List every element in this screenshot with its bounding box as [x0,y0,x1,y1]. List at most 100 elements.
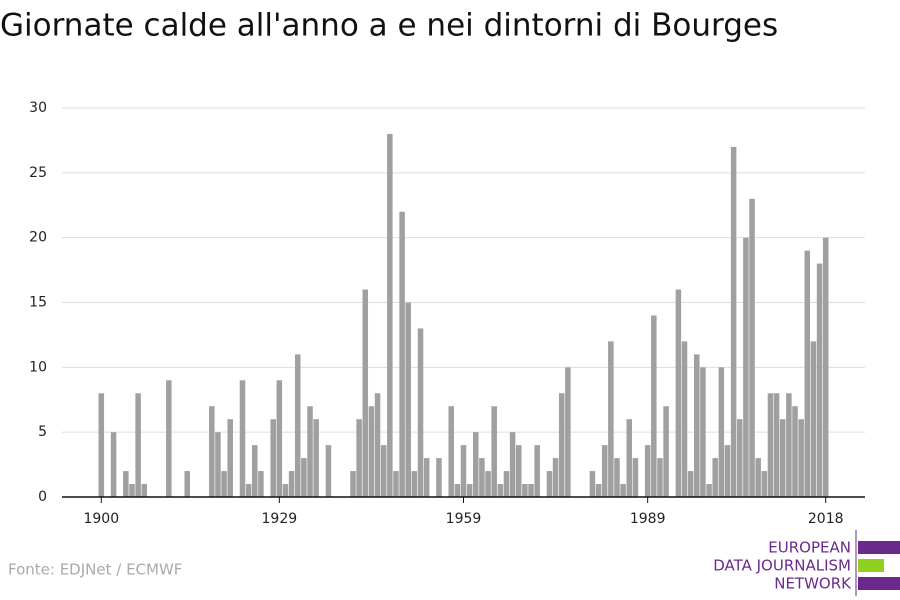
bar [724,445,731,497]
source: Fonte: EDJNet / ECMWF [8,561,182,579]
bar [786,393,792,497]
bar [552,458,559,497]
bar [798,419,804,497]
bar [479,458,485,497]
logo-text: EUROPEAN [768,539,851,557]
bar [123,471,129,497]
bar [816,263,823,497]
bar [454,484,461,497]
bar [497,484,504,497]
bar [718,367,725,497]
y-tick-label: 0 [38,489,47,505]
bar [706,484,712,497]
bar [423,458,430,497]
bar [399,211,405,497]
bar [393,471,399,497]
bar [460,445,467,497]
bar [436,458,442,497]
bar [810,341,817,497]
bar [141,484,148,497]
bar [239,380,246,497]
bar [166,380,172,497]
bar [651,315,657,497]
bar [694,354,700,497]
bar [736,419,743,497]
bar [730,146,737,497]
bar [687,471,694,497]
bar [270,419,276,497]
logo-bar [858,559,884,572]
bar [663,406,669,497]
bar [380,445,387,497]
bar [755,458,761,497]
bar [98,393,105,497]
bar [595,484,602,497]
bar [368,406,375,497]
bar [822,237,829,497]
logo-bar [858,541,900,554]
bar [215,432,221,497]
bar [387,133,393,497]
bar [362,289,369,497]
x-tick-label: 1959 [446,511,482,527]
bar [276,380,283,497]
bar [374,393,381,497]
logo-text: DATA JOURNALISM [713,557,851,575]
bar [466,484,473,497]
bar [503,471,510,497]
bar [804,250,811,497]
bar [473,432,479,497]
bar [184,471,191,497]
bar [491,406,497,497]
bar [743,237,749,497]
bar [448,406,454,497]
bar [589,471,596,497]
bar [356,419,362,497]
bar [110,432,117,497]
bar [620,484,626,497]
y-tick-label: 20 [29,230,47,246]
bar [761,471,768,497]
bar [485,471,491,497]
y-tick-label: 15 [29,295,47,311]
bar [288,471,295,497]
bar [509,432,516,497]
bar [294,354,301,497]
bar [528,484,534,497]
bar [792,406,798,497]
bar [712,458,718,497]
bar [675,289,682,497]
bar [773,393,780,497]
bar [350,471,356,497]
bar [129,484,135,497]
bar [534,445,540,497]
bar [632,458,639,497]
bar [614,458,620,497]
bar [644,445,651,497]
chart-title: Giornate calde all'anno a e nei dintorni… [0,8,778,44]
bar [681,341,688,497]
y-tick-label: 10 [29,359,47,375]
bar [522,484,528,497]
bar [565,367,571,497]
bar [515,445,522,497]
bar [601,445,608,497]
bar [301,458,307,497]
bar [252,445,258,497]
y-tick-label: 5 [38,424,47,440]
bar [282,484,289,497]
bar [608,341,614,497]
bar [417,328,424,497]
bar [558,393,565,497]
bar [749,198,755,497]
bar [307,406,313,497]
x-tick-label: 2018 [808,511,844,527]
bar [411,471,418,497]
bar [546,471,553,497]
bar [245,484,252,497]
bar [313,419,319,497]
logo-bar [858,577,900,590]
bar [767,393,774,497]
bar [221,471,227,497]
